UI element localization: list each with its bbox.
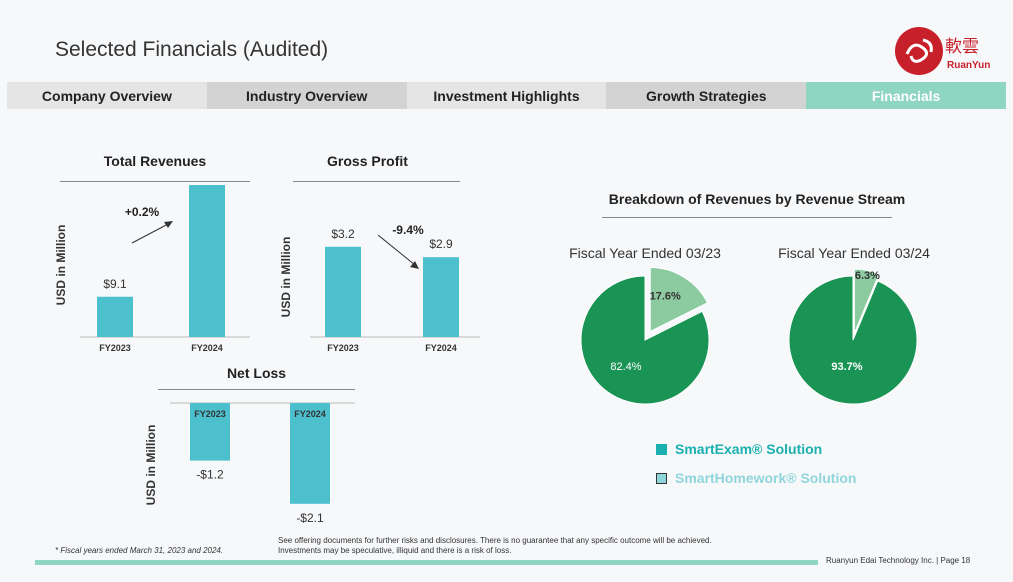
rule-total-revenues (60, 181, 250, 182)
disclaimer-line-1: See offering documents for further risks… (278, 536, 712, 545)
pie-label-smarthomework-0: 17.6% (650, 290, 681, 302)
ylabel-total-revenues: USD in Million (54, 224, 68, 306)
data-label-fy2024: -$2.1 (296, 511, 324, 525)
legend-label-smarthomework: SmartHomework® Solution (675, 470, 857, 486)
growth-annotation: +0.2% (125, 205, 160, 219)
tick-label-fy2024: FY2024 (294, 409, 326, 419)
fiscal-year-note: * Fiscal years ended March 31, 2023 and … (55, 546, 224, 555)
tab-industry-overview[interactable]: Industry Overview (206, 82, 407, 109)
legend-item-smarthomework: SmartHomework® Solution (656, 470, 856, 486)
legend-swatch-smartexam (656, 443, 667, 455)
company-logo: 軟雲 RuanYun (893, 24, 1003, 79)
tab-growth-strategies[interactable]: Growth Strategies (606, 82, 807, 109)
growth-arrow-head (164, 221, 173, 228)
bar-fy2023 (97, 296, 133, 337)
pie-slice-smartexam-0 (580, 275, 710, 405)
page-number: Ruanyun Edai Technology Inc. | Page 18 (826, 556, 971, 565)
pie-subtitle-1: Fiscal Year Ended 03/24 (778, 245, 930, 261)
bar-fy2023 (190, 403, 230, 461)
decline-annotation: -9.4% (392, 223, 424, 237)
data-label-fy2023: $3.2 (331, 227, 355, 241)
pie-label-smartexam-1: 93.7% (831, 361, 862, 373)
decline-arrow-line (377, 234, 416, 266)
tab-financials[interactable]: Financials (806, 82, 1006, 109)
bar-fy2024 (290, 403, 330, 504)
rule-net-loss (158, 389, 355, 390)
logo-english-text: RuanYun (947, 60, 990, 71)
net-loss-chart: FY2023 -$1.2 FY2024 -$2.1 (170, 402, 355, 525)
data-label-fy2023: -$1.2 (196, 468, 224, 482)
tab-company-overview[interactable]: Company Overview (7, 82, 207, 109)
rule-gross-profit (293, 181, 460, 182)
legend-item-smartexam: SmartExam® Solution (656, 441, 822, 457)
chart-title-revenue-breakdown: Breakdown of Revenues by Revenue Stream (608, 191, 906, 207)
tick-label-fy2023: FY2023 (194, 409, 226, 419)
chart-title-gross-profit: Gross Profit (327, 153, 408, 169)
bar-fy2023 (325, 246, 361, 337)
pie-slice-smarthomework-1 (853, 268, 880, 334)
bar-fy2024 (189, 185, 225, 337)
growth-arrow-line (131, 222, 171, 244)
pie-label-smartexam-0: 82.4% (610, 361, 641, 373)
pie-subtitle-0: Fiscal Year Ended 03/23 (569, 245, 721, 261)
ylabel-gross-profit: USD in Million (279, 236, 293, 318)
tick-label-fy2023: FY2023 (99, 343, 131, 353)
legend-swatch-smarthomework (656, 472, 667, 484)
rule-revenue-breakdown (602, 217, 892, 218)
pie-slice-smartexam-1 (788, 275, 918, 405)
tick-label-fy2024: FY2024 (191, 343, 223, 353)
tick-label-fy2024: FY2024 (425, 343, 457, 353)
tick-label-fy2023: FY2023 (327, 343, 359, 353)
pie-slice-smarthomework-0 (649, 266, 709, 333)
disclaimer-line-2: Investments may be speculative, illiquid… (278, 546, 512, 555)
legend-label-smartexam: SmartExam® Solution (675, 441, 823, 457)
logo-chinese-text: 軟雲 (945, 37, 979, 56)
pie-label-smarthomework-1: 6.3% (855, 270, 880, 282)
footer-bar (35, 560, 818, 565)
page-title: Selected Financials (Audited) (55, 38, 329, 61)
decline-arrow-head (410, 261, 419, 269)
chart-title-net-loss: Net Loss (226, 365, 287, 381)
bar-fy2024 (423, 257, 459, 337)
gross-profit-chart: $3.2 FY2023 $2.9 FY2024 -9.4% (310, 223, 480, 353)
disclaimer: See offering documents for further risks… (278, 536, 748, 556)
ylabel-net-loss: USD in Million (144, 424, 158, 506)
data-label-fy2024: $2.9 (429, 237, 453, 251)
tab-investment-highlights[interactable]: Investment Highlights (406, 82, 607, 109)
nav-tabs: Company Overview Industry Overview Inves… (7, 82, 1006, 109)
revenue-breakdown-pies: Fiscal Year Ended 03/23 17.6% 82.4% Fiscal … (569, 245, 930, 405)
chart-title-total-revenues: Total Revenues (103, 153, 207, 169)
data-label-fy2023: $9.1 (103, 277, 127, 291)
